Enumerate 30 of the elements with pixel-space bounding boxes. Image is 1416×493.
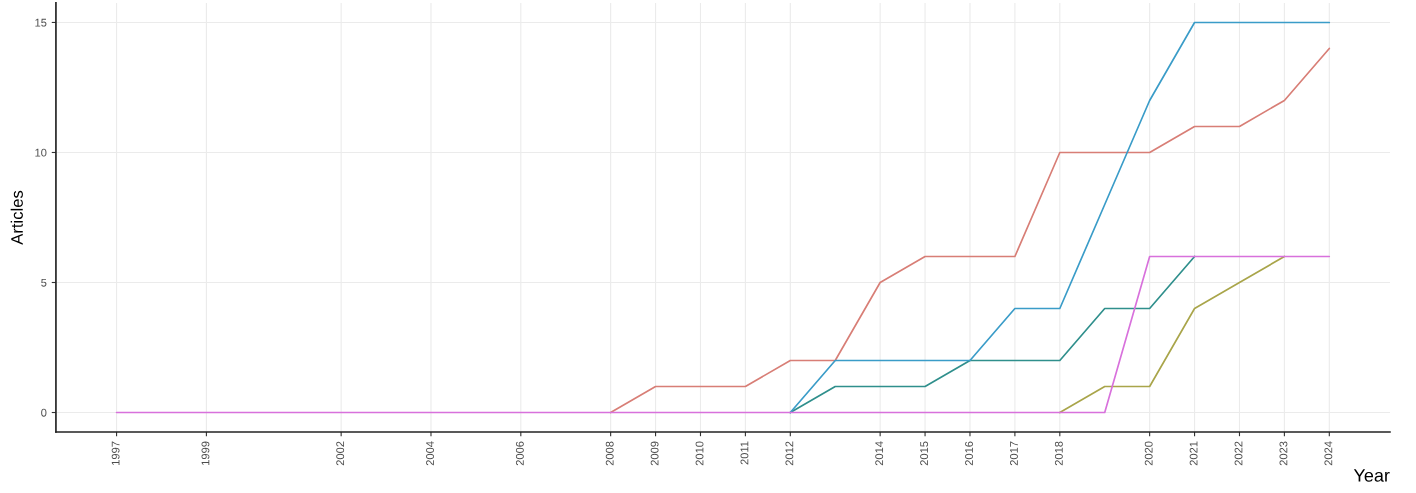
x-tick-label: 2018 bbox=[1054, 441, 1063, 466]
x-tick-label: 2016 bbox=[965, 441, 973, 466]
x-tick-label: 2023 bbox=[1279, 441, 1288, 466]
x-tick-label: 2012 bbox=[785, 441, 794, 466]
x-tick-label: 2010 bbox=[695, 441, 704, 466]
y-axis-title: Articles bbox=[10, 190, 23, 245]
x-tick-label: 2015 bbox=[920, 441, 929, 466]
y-tick-label: 0 bbox=[41, 408, 47, 417]
x-tick-label: 2020 bbox=[1144, 441, 1153, 466]
x-tick-label: 2017 bbox=[1010, 441, 1018, 466]
x-tick-label: 2024 bbox=[1324, 441, 1333, 466]
y-tick-label: 10 bbox=[35, 148, 47, 157]
x-tick-label: 2021 bbox=[1189, 441, 1198, 466]
y-tick-label: 5 bbox=[41, 278, 47, 287]
y-tick-label: 15 bbox=[35, 18, 47, 27]
x-axis-title: Year bbox=[1353, 469, 1390, 482]
line-series bbox=[789, 21, 1331, 414]
x-tick-label: 1999 bbox=[201, 441, 210, 465]
x-tick-label: 1997 bbox=[111, 441, 120, 465]
x-tick-label: 2009 bbox=[650, 441, 659, 466]
x-tick-label: 2014 bbox=[875, 441, 884, 466]
line-series bbox=[789, 255, 1196, 414]
line-series bbox=[609, 47, 1331, 414]
x-tick-label: 2004 bbox=[426, 441, 434, 466]
x-tick-label: 2008 bbox=[605, 441, 614, 466]
x-tick-label: 2002 bbox=[336, 441, 345, 466]
x-tick-label: 2022 bbox=[1234, 441, 1243, 466]
x-tick-label: 2006 bbox=[515, 441, 524, 466]
line-series bbox=[1058, 255, 1286, 414]
x-tick-label: 2011 bbox=[740, 441, 749, 465]
